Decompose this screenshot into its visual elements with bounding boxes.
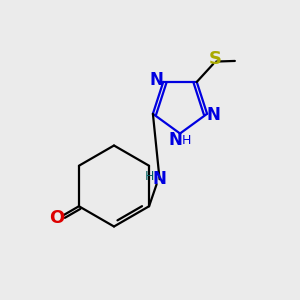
- Text: H: H: [181, 134, 191, 147]
- Text: S: S: [208, 50, 221, 68]
- Text: H: H: [145, 170, 154, 183]
- Text: O: O: [49, 209, 64, 227]
- Text: N: N: [207, 106, 220, 124]
- Text: N: N: [153, 170, 166, 188]
- Text: N: N: [150, 71, 164, 89]
- Text: N: N: [169, 131, 182, 149]
